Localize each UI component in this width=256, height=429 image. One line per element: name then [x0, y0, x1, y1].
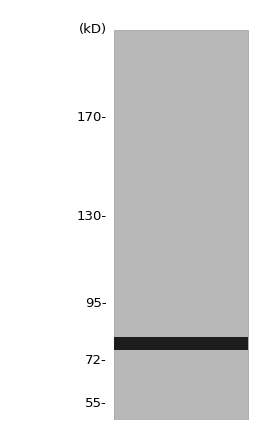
Text: 95-: 95-: [85, 297, 107, 310]
Text: 170-: 170-: [77, 111, 107, 124]
Text: 72-: 72-: [85, 354, 107, 367]
Text: 130-: 130-: [77, 210, 107, 223]
Text: 55-: 55-: [85, 396, 107, 410]
Bar: [114, 337, 249, 350]
Bar: [114, 30, 249, 420]
Text: (kD): (kD): [79, 23, 107, 36]
